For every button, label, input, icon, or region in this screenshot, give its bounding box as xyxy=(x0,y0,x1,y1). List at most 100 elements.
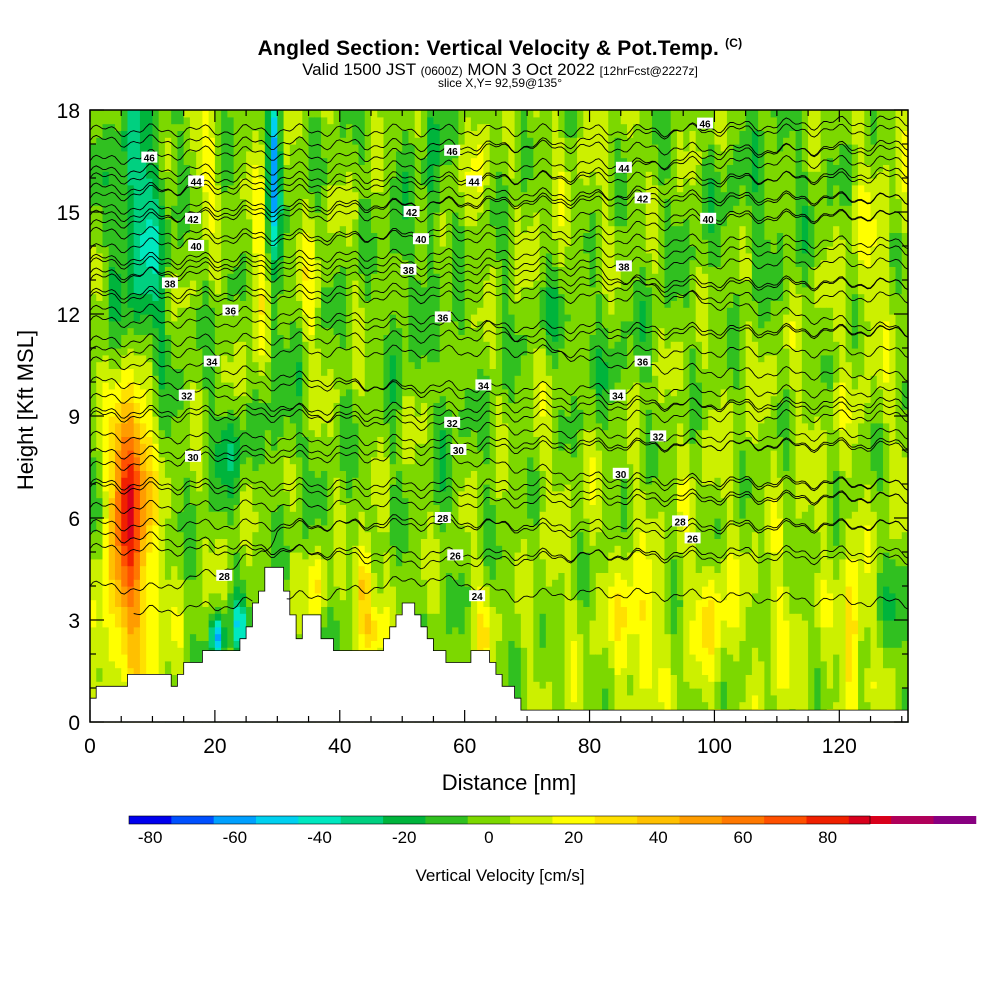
vv-cell xyxy=(114,606,122,628)
valid-date: MON 3 Oct 2022 xyxy=(467,60,595,79)
vv-cell xyxy=(414,110,422,138)
vv-cell xyxy=(595,531,603,573)
vv-cell xyxy=(121,334,129,356)
vv-cell xyxy=(545,586,553,682)
vv-cell xyxy=(433,110,441,125)
colorbar-swatch xyxy=(171,816,215,824)
vv-cell xyxy=(533,116,541,213)
vv-cell xyxy=(614,286,622,342)
vv-cell xyxy=(246,218,253,403)
colorbar-swatch xyxy=(425,816,469,824)
vv-cell xyxy=(177,579,185,614)
vv-cell xyxy=(851,348,859,390)
vv-cell xyxy=(595,450,603,533)
x-tick-label: 0 xyxy=(84,735,96,758)
vv-cell xyxy=(90,246,97,295)
vv-cell xyxy=(552,286,559,342)
vv-cell xyxy=(495,497,503,546)
vv-cell xyxy=(695,110,703,152)
vv-cell xyxy=(783,470,790,587)
vv-cell xyxy=(464,436,472,478)
vv-cell xyxy=(358,395,366,512)
vv-cell xyxy=(858,375,865,424)
vv-cell xyxy=(252,110,260,131)
vv-cell xyxy=(726,212,734,308)
vv-cell xyxy=(651,518,659,723)
vv-cell xyxy=(102,354,110,383)
vv-cell xyxy=(676,130,684,193)
isentrope xyxy=(89,134,909,158)
vv-cell xyxy=(308,191,316,220)
vv-cell xyxy=(614,640,622,675)
vv-cell xyxy=(90,456,97,533)
vv-cell xyxy=(221,110,228,193)
vv-cell xyxy=(745,280,753,322)
vv-cell xyxy=(814,110,822,172)
vv-cell xyxy=(277,259,285,295)
vv-cell xyxy=(183,164,191,233)
vv-cell xyxy=(183,232,191,288)
vv-cell xyxy=(346,110,353,125)
vv-cell xyxy=(714,538,722,573)
vv-cell xyxy=(758,422,765,662)
vv-cell xyxy=(139,157,147,233)
vv-cell xyxy=(889,266,897,315)
vv-cell xyxy=(839,470,847,560)
vv-cell xyxy=(545,375,553,587)
vv-cell xyxy=(620,667,628,723)
vv-cell xyxy=(602,110,609,295)
vv-cell xyxy=(127,184,135,308)
vv-cell xyxy=(845,361,853,410)
y-tick-label: 12 xyxy=(57,304,80,327)
vv-cell xyxy=(776,110,784,152)
contour-label: 38 xyxy=(618,262,630,273)
vv-cell xyxy=(246,456,253,485)
vv-cell xyxy=(558,137,566,172)
vv-cell xyxy=(377,613,385,648)
isentrope-40 xyxy=(89,210,909,254)
vv-cell xyxy=(364,198,372,301)
vv-cell xyxy=(414,416,422,444)
vv-cell xyxy=(164,436,172,478)
vv-cell xyxy=(901,382,909,410)
vv-cell xyxy=(801,286,809,424)
vv-cell xyxy=(171,416,179,567)
vv-cell xyxy=(271,212,278,227)
vv-cell xyxy=(664,178,672,199)
vv-cell xyxy=(583,429,591,519)
vv-cell xyxy=(427,116,435,193)
vv-cell xyxy=(102,490,110,519)
contour-label-box xyxy=(609,389,626,401)
vv-cell xyxy=(420,579,428,614)
contour-label-box xyxy=(222,304,239,316)
vv-cell xyxy=(139,538,147,567)
vv-cell xyxy=(552,239,559,267)
vv-cell xyxy=(139,388,147,424)
vv-cell xyxy=(858,422,865,499)
vv-cell xyxy=(739,640,747,703)
vv-cell xyxy=(895,538,903,567)
vv-cell xyxy=(633,552,641,635)
vv-cell xyxy=(321,524,328,560)
vv-cell xyxy=(233,606,241,621)
vv-cell xyxy=(114,626,122,669)
vv-cell xyxy=(733,388,740,526)
contour-label: 26 xyxy=(687,534,699,545)
colorbar-swatch xyxy=(552,816,596,824)
vv-cell xyxy=(845,586,853,682)
vv-cell xyxy=(227,184,235,274)
isentrope-24 xyxy=(133,574,909,617)
vv-cell xyxy=(708,409,716,485)
vv-cell xyxy=(258,354,266,376)
vv-cell xyxy=(277,504,285,614)
vv-cell xyxy=(708,484,716,567)
vv-cell xyxy=(127,348,135,369)
vv-cell xyxy=(433,212,441,274)
vv-cell xyxy=(246,110,253,152)
vv-cell xyxy=(127,463,135,485)
contour-label-box xyxy=(615,161,632,173)
vv-cell xyxy=(864,484,872,526)
vv-cell xyxy=(508,110,516,179)
vv-cell xyxy=(895,647,903,723)
vv-cell xyxy=(770,300,778,356)
